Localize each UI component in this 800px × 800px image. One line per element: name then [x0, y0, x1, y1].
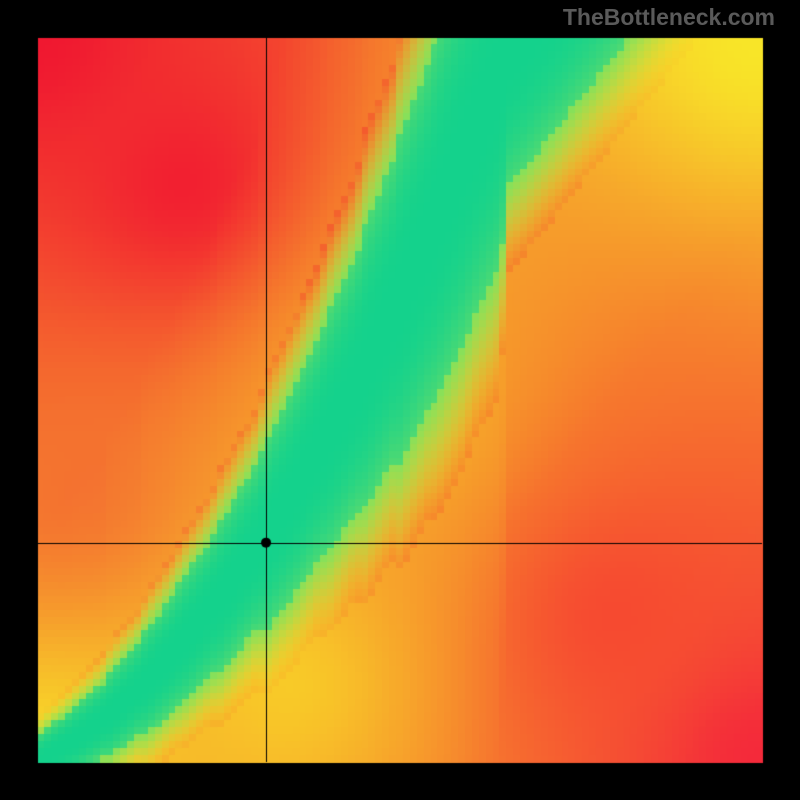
chart-container: TheBottleneck.com — [0, 0, 800, 800]
bottleneck-heatmap — [0, 0, 800, 800]
watermark-text: TheBottleneck.com — [563, 4, 775, 31]
